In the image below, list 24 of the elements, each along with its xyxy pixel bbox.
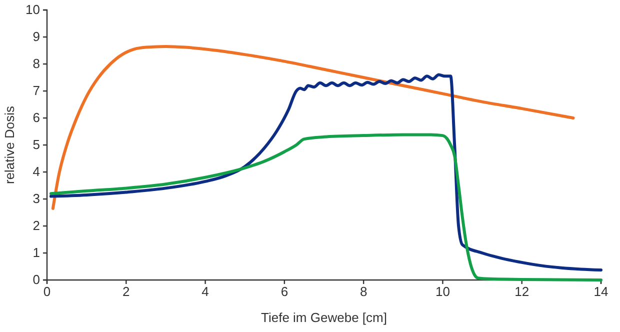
y-tick-label: 5: [32, 137, 40, 152]
y-tick-label: 9: [32, 29, 40, 44]
y-axis-title: relative Dosis: [2, 105, 17, 184]
x-tick-label: 0: [43, 284, 51, 300]
line-series: [51, 44, 575, 210]
x-tick-label: 4: [202, 284, 209, 300]
y-tick-label: 2: [32, 218, 40, 234]
x-tick-label: 6: [280, 284, 288, 300]
x-axis-title: Tiefe im Gewebe [cm]: [261, 310, 387, 325]
y-tick-label: 8: [32, 56, 40, 72]
y-tick-label: 0: [32, 272, 40, 288]
y-tick-label: 7: [32, 83, 40, 98]
y-tick-label: 4: [32, 164, 40, 180]
x-tick-label: 2: [122, 284, 130, 300]
line-series: [49, 133, 602, 282]
y-tick-label: 10: [26, 2, 40, 18]
x-tick-label: 14: [594, 284, 608, 300]
y-tick-label: 1: [32, 245, 40, 260]
x-tick-label: 12: [514, 284, 530, 300]
line-series: [49, 73, 602, 272]
x-tick-label: 8: [360, 284, 368, 300]
x-tick-label: 10: [435, 284, 450, 300]
y-tick-label: 6: [32, 110, 40, 126]
y-tick-label: 3: [32, 191, 40, 206]
